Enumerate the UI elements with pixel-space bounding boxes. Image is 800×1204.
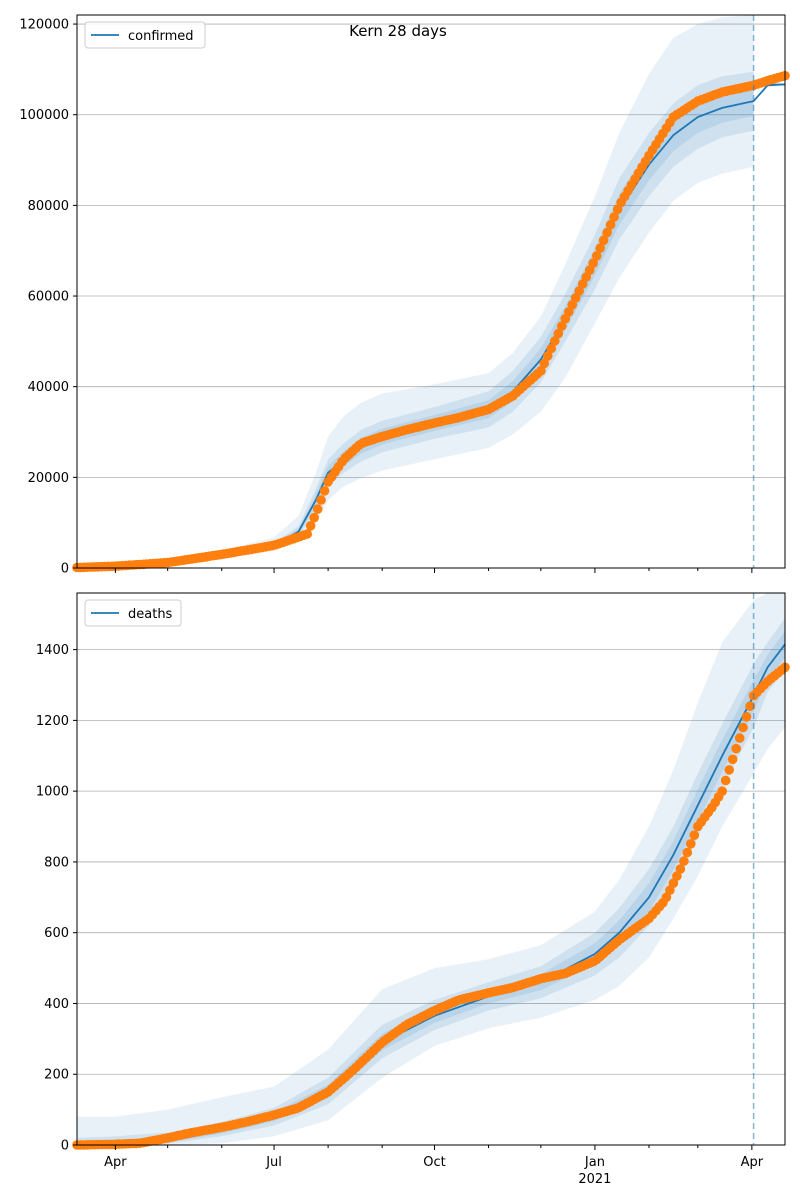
y-tick-label: 1400 xyxy=(36,643,69,658)
observed-point xyxy=(738,722,748,733)
plot-frame xyxy=(76,592,786,1146)
observed-point xyxy=(591,251,602,261)
observed-point xyxy=(588,258,598,269)
observed-point xyxy=(539,358,550,369)
legend-box xyxy=(84,21,206,49)
observed-point xyxy=(557,321,567,331)
credible-interval-band xyxy=(77,86,754,568)
observed-point xyxy=(679,856,689,866)
observed-point xyxy=(668,878,679,888)
observed-point xyxy=(724,765,734,775)
observed-point xyxy=(602,227,612,238)
credible-interval-band xyxy=(77,71,754,568)
y-tick-label: 120000 xyxy=(19,18,69,33)
observed-point xyxy=(319,486,330,496)
observed-point xyxy=(550,336,560,346)
plot-frame xyxy=(76,14,786,569)
observed-point xyxy=(305,521,316,531)
credible-interval-band xyxy=(77,617,785,1145)
legend-label: deaths xyxy=(128,607,173,622)
y-tick-label: 800 xyxy=(44,855,69,870)
x-tick-label: Jan xyxy=(584,1155,605,1170)
y-tick-label: 80000 xyxy=(28,199,69,214)
observed-point xyxy=(598,235,609,246)
legend-label: confirmed xyxy=(128,29,194,44)
credible-interval-band xyxy=(77,593,785,1145)
y-tick-label: 600 xyxy=(44,926,69,941)
observed-point xyxy=(546,343,557,354)
observed-point xyxy=(717,786,727,796)
legend: confirmed xyxy=(84,21,206,49)
observed-point xyxy=(609,212,619,222)
y-tick-label: 40000 xyxy=(28,380,69,395)
observed-point xyxy=(731,743,741,754)
observed-point xyxy=(553,328,564,339)
credible-interval-band xyxy=(77,15,754,568)
y-tick-label: 400 xyxy=(44,997,69,1012)
observed-point xyxy=(689,830,700,840)
y-tick-label: 0 xyxy=(61,562,69,577)
y-tick-label: 0 xyxy=(61,1139,69,1154)
y-tick-label: 1200 xyxy=(36,714,69,729)
observed-point xyxy=(595,243,605,253)
x-tick-label: Apr xyxy=(741,1155,764,1170)
observed-point xyxy=(682,847,693,858)
observed-point xyxy=(605,220,616,230)
observed-point xyxy=(686,839,696,849)
y-tick-label: 100000 xyxy=(19,108,69,123)
observed-point xyxy=(720,775,731,786)
y-tick-label: 1000 xyxy=(36,785,69,800)
legend-box xyxy=(84,599,182,627)
observed-point xyxy=(312,504,323,514)
observed-points xyxy=(72,70,790,573)
observed-point xyxy=(741,712,752,722)
observed-point xyxy=(745,701,755,711)
observed-point xyxy=(536,366,546,376)
chart-title: Kern 28 days xyxy=(349,22,447,40)
x-tick-sublabel: 2021 xyxy=(578,1172,611,1187)
observed-point xyxy=(661,892,672,903)
y-tick-label: 60000 xyxy=(28,290,69,305)
x-tick-label: Apr xyxy=(104,1155,127,1170)
observed-points xyxy=(72,662,790,1150)
observed-point xyxy=(302,529,313,539)
confirmed-panel: 0 20000 40000 60000 80000 100000 120000 confirm… xyxy=(19,14,790,577)
deaths-panel: 0 200 400 600 800 1000 1200 1400 Apr Jul Oct Jan Apr… xyxy=(36,592,790,1187)
legend: deaths xyxy=(84,599,182,627)
observed-point xyxy=(727,754,738,765)
x-tick-label: Oct xyxy=(423,1155,445,1170)
observed-point xyxy=(309,512,320,523)
observed-point xyxy=(672,871,682,881)
observed-point xyxy=(316,495,326,505)
x-tick-label: Jul xyxy=(265,1155,282,1170)
y-tick-label: 200 xyxy=(44,1068,69,1083)
y-tick-label: 20000 xyxy=(28,471,69,486)
observed-point xyxy=(734,733,745,743)
observed-point xyxy=(543,351,553,361)
observed-point xyxy=(675,864,686,874)
